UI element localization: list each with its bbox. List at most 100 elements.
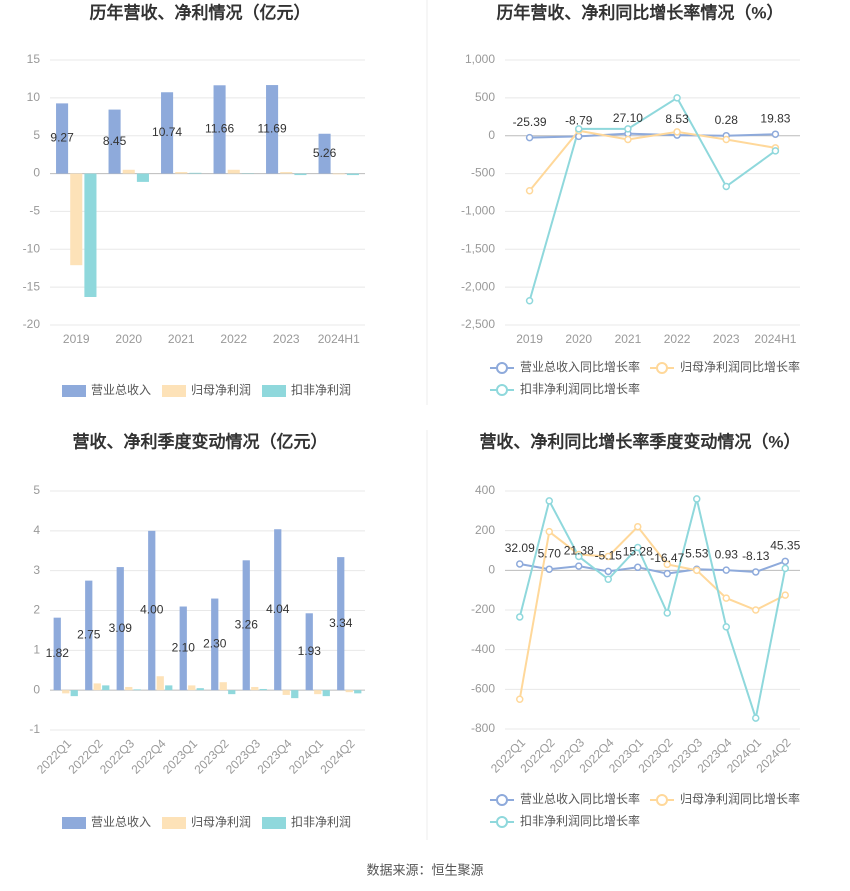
data-label: 8.45 (103, 134, 127, 148)
data-label: -8.13 (742, 549, 770, 563)
data-label: -16.47 (650, 551, 684, 565)
bar (53, 617, 61, 691)
y-tick-label: 0 (488, 128, 495, 142)
legend-label: 营业总收入同比增长率 (520, 791, 640, 806)
data-label: 32.09 (505, 541, 535, 555)
bar (165, 685, 173, 691)
data-label: 5.53 (685, 546, 709, 560)
chart-title: 历年营收、净利同比增长率情况（%） (496, 2, 783, 22)
point (604, 567, 612, 576)
data-label: 5.26 (313, 146, 337, 160)
bar (354, 690, 362, 694)
point (722, 135, 730, 144)
legend-marker (496, 384, 508, 396)
data-label: 45.35 (770, 539, 800, 553)
data-label: 1.93 (298, 644, 322, 658)
point (673, 128, 681, 136)
data-label: 0.93 (715, 547, 739, 561)
point (525, 297, 534, 305)
legend-swatch (162, 385, 186, 397)
point (722, 594, 730, 602)
legend-swatch (62, 385, 86, 397)
chart-title: 营收、净利季度变动情况（亿元） (73, 431, 328, 451)
y-tick-label: -10 (23, 241, 41, 255)
bar (136, 173, 149, 182)
point (722, 182, 730, 191)
legend-label: 归母净利润 (191, 815, 251, 829)
bar (346, 173, 359, 176)
legend-marker (496, 362, 508, 374)
y-tick-label: -1 (29, 722, 40, 736)
bar (251, 686, 259, 691)
data-label: 8.53 (665, 112, 689, 126)
bar (148, 530, 156, 691)
bar (161, 92, 174, 174)
y-tick-label: 10 (27, 90, 41, 104)
bar (56, 103, 69, 174)
point (545, 497, 553, 505)
bar (211, 598, 219, 691)
bar (345, 690, 353, 693)
bar (318, 133, 331, 174)
legend-label: 归母净利润同比增长率 (680, 359, 800, 374)
bar (196, 688, 204, 691)
point (545, 527, 553, 536)
point (771, 130, 780, 138)
bar (259, 688, 267, 691)
point (604, 575, 612, 584)
y-tick-label: -2,500 (461, 317, 495, 331)
legend-swatch (262, 817, 286, 829)
data-label: 3.09 (109, 621, 133, 635)
point (545, 565, 553, 573)
x-tick-label: 2021 (168, 332, 195, 346)
bar (332, 173, 345, 175)
bar (70, 690, 78, 697)
legend-label: 归母净利润 (191, 383, 251, 397)
bar (305, 613, 313, 691)
data-label: 0.28 (715, 113, 739, 127)
data-label: -8.79 (565, 114, 593, 128)
bar (62, 690, 70, 694)
bar (282, 690, 290, 695)
bar (102, 685, 110, 691)
bar (70, 173, 83, 266)
bar (85, 580, 93, 691)
x-tick-label: 2020 (115, 332, 142, 346)
line (529, 132, 776, 139)
data-label: 21.38 (564, 543, 594, 557)
legend-marker (496, 816, 508, 828)
chart-title: 历年营收、净利情况（亿元） (90, 2, 311, 22)
bar (84, 173, 97, 297)
bar (291, 690, 299, 699)
y-tick-label: -15 (23, 279, 41, 293)
y-tick-label: -5 (29, 204, 40, 218)
bar (314, 690, 322, 695)
data-label: 2.10 (172, 641, 196, 655)
x-tick-label: 2024H1 (754, 332, 796, 346)
point (516, 695, 524, 703)
y-tick-label: -2,000 (461, 279, 495, 293)
y-tick-label: 1,000 (465, 52, 495, 66)
data-label: 3.34 (329, 616, 353, 630)
data-label: 3.26 (235, 617, 259, 631)
y-tick-label: 15 (27, 52, 41, 66)
point (604, 552, 612, 561)
point (575, 125, 583, 133)
x-tick-label: 2022 (664, 332, 691, 346)
data-label: 10.74 (152, 125, 182, 139)
data-label: 27.10 (613, 111, 643, 125)
data-label: 5.70 (538, 546, 562, 560)
y-tick-label: 200 (475, 523, 495, 537)
bar (242, 560, 250, 691)
point (693, 566, 701, 575)
legend-label: 扣非净利润同比增长率 (520, 813, 640, 828)
point (624, 135, 632, 144)
legend-marker (496, 794, 508, 806)
line (518, 498, 787, 723)
data-label: 2.30 (203, 637, 227, 651)
bar (175, 172, 188, 174)
point (516, 613, 524, 621)
point (722, 566, 730, 574)
point (752, 568, 760, 576)
point (634, 543, 642, 552)
